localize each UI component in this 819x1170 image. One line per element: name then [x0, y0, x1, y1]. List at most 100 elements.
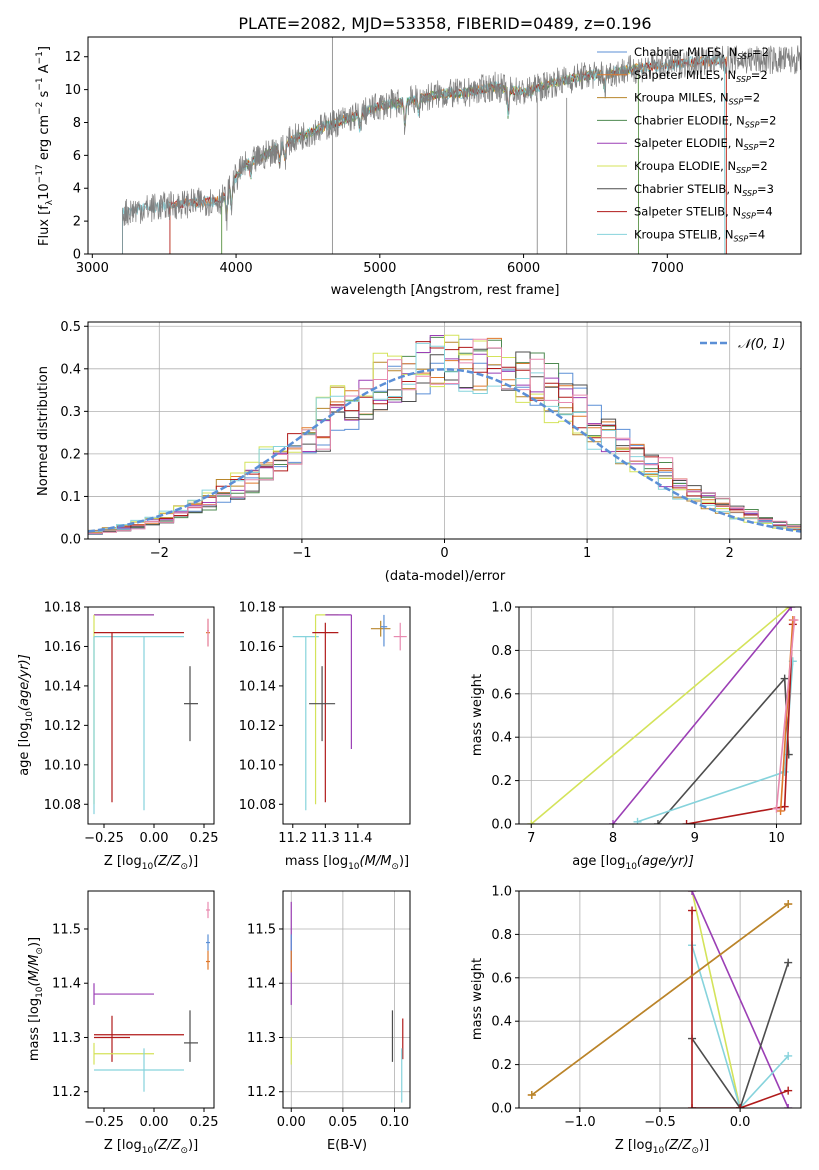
y-tick-label: 8 — [73, 116, 81, 131]
spectrum-panel: 3000 4000 5000 6000 7000 0 2 4 6 8 10 12 Chabrier … — [35, 36, 802, 298]
mass-vs-ebv-frame — [282, 890, 411, 1109]
legend-entry: Kroupa ELODIE, NSSP=2 — [634, 159, 768, 175]
x-tick-label: 11.4 — [343, 831, 372, 846]
y-tick-label: 6 — [73, 149, 81, 164]
weight-point-marker — [780, 674, 789, 683]
error-bar-point — [184, 1010, 198, 1062]
age-vs-z-ylabel: age [log10(age/yr)] — [17, 654, 35, 776]
weight-point-marker — [653, 820, 662, 824]
weight-series-line — [691, 891, 741, 1108]
error-bar-point — [393, 622, 407, 651]
y-tick-label: 0.8 — [491, 644, 512, 659]
model-spectrum-line — [169, 56, 727, 254]
x-tick-label: 6000 — [507, 261, 540, 276]
residuals-panel: −2 −1 0 1 2 0.0 0.1 0.2 0.3 0.4 0.5 𝒩(0, 1) (data… — [36, 320, 802, 584]
legend-entry: Kroupa STELIB, NSSP=4 — [634, 227, 765, 243]
weight-point-marker — [784, 1051, 793, 1060]
x-tick-label: −0.5 — [644, 1115, 676, 1130]
y-tick-label: 10.08 — [239, 798, 276, 813]
x-tick-label: 0 — [440, 546, 448, 561]
y-tick-label: 0.2 — [60, 447, 81, 462]
y-tick-label: 4 — [73, 182, 81, 197]
x-tick-label: 4000 — [220, 261, 253, 276]
x-tick-label: 3000 — [76, 261, 109, 276]
y-tick-label: 11.4 — [52, 977, 81, 992]
weight-vs-age-xlabel: age [log10(age/yr)] — [572, 854, 694, 872]
spectrum-xticks: 3000 4000 5000 6000 7000 — [76, 254, 684, 276]
y-tick-label: 0.4 — [491, 731, 512, 746]
spectrum-ylabel: Flux [fλ10−17 erg cm−2 s−1 A−1] — [35, 46, 55, 246]
weight-point-marker — [780, 802, 789, 811]
y-tick-label: 0.0 — [491, 818, 512, 833]
y-tick-label: 2 — [73, 215, 81, 230]
weight-vs-z-xlabel: Z [log10(Z/Z⊙)] — [615, 1138, 709, 1156]
x-tick-label: −0.25 — [84, 831, 124, 846]
y-tick-label: 0.8 — [491, 928, 512, 943]
y-tick-label: 10 — [64, 83, 81, 98]
y-tick-label: 0.6 — [491, 971, 512, 986]
x-tick-label: 9 — [691, 831, 699, 846]
x-tick-label: 7000 — [651, 261, 684, 276]
x-tick-label: 2 — [726, 546, 734, 561]
weight-vs-z-panel: −1.0 −0.5 0.0 0.0 0.2 0.4 0.6 0.8 1.0 Z [log10(… — [470, 885, 802, 1156]
y-tick-label: 0.2 — [491, 1058, 512, 1073]
weight-series-line — [691, 891, 789, 1108]
y-tick-label: 12 — [64, 50, 81, 65]
error-bar-point — [206, 950, 210, 970]
model-spectrum-line — [122, 55, 726, 254]
y-tick-label: 0.0 — [491, 1102, 512, 1117]
weight-series-line — [531, 903, 789, 1096]
x-tick-label: 7 — [527, 831, 535, 846]
model-spectrum-line — [122, 54, 726, 254]
y-tick-label: 11.3 — [52, 1031, 81, 1046]
x-tick-label: 0.05 — [328, 1115, 357, 1130]
mass-vs-z-frame — [87, 890, 215, 1109]
age-vs-mass-panel: 11.2 11.3 11.4 10.0810.1010.1210.1410.1610… — [239, 601, 411, 872]
weight-vs-z-yticks: 0.0 0.2 0.4 0.6 0.8 1.0 — [491, 885, 519, 1117]
weight-point-marker — [784, 900, 793, 909]
age-vs-z-frame — [87, 606, 215, 825]
x-tick-label: 1 — [583, 546, 591, 561]
x-tick-label: 0.00 — [140, 1115, 169, 1130]
y-tick-label: 0.4 — [491, 1015, 512, 1030]
age-vs-mass-xticks: 11.2 11.3 11.4 — [278, 824, 372, 846]
mass-vs-z-yticks: 11.2 11.3 11.4 11.5 — [52, 922, 88, 1100]
weight-vs-age-panel: 7 8 9 10 0.0 0.2 0.4 0.6 0.8 1.0 age [log10(age/… — [470, 601, 802, 872]
y-tick-label: 1.0 — [491, 885, 512, 900]
error-bar-point — [292, 635, 319, 811]
y-tick-label: 0.0 — [60, 533, 81, 548]
mass-vs-ebv-yticks: 11.2 11.3 11.4 11.5 — [247, 922, 283, 1100]
x-tick-label: 0.0 — [730, 1115, 751, 1130]
weight-point-marker — [780, 767, 789, 776]
error-bar-point — [206, 901, 210, 919]
weight-vs-z-marks — [527, 891, 793, 1108]
y-tick-label: 11.5 — [52, 922, 81, 937]
weight-series-line — [637, 661, 794, 823]
x-tick-label: 0.00 — [277, 1115, 306, 1130]
age-vs-z-xlabel: Z [log10(Z/Z⊙)] — [104, 854, 198, 872]
y-tick-label: 10.14 — [44, 679, 81, 694]
weight-vs-z-ylabel: mass weight — [470, 958, 485, 1040]
weight-vs-age-ylabel: mass weight — [470, 674, 485, 756]
error-bar-point — [380, 614, 388, 647]
mass-vs-ebv-marks — [290, 901, 404, 1103]
normal-curve-line — [88, 368, 801, 533]
x-tick-label: −2 — [150, 546, 169, 561]
y-tick-label: 10.16 — [44, 640, 81, 655]
legend-entry: Chabrier STELIB, NSSP=3 — [634, 182, 774, 198]
y-tick-label: 0 — [73, 248, 81, 263]
error-bar-point — [94, 1015, 130, 1062]
x-tick-label: 8 — [609, 831, 617, 846]
weight-vs-age-frame — [518, 606, 802, 825]
weight-series-line — [775, 619, 796, 809]
weight-series-line — [691, 945, 789, 1108]
mass-vs-z-marks — [93, 901, 210, 1092]
error-bar-point — [184, 666, 198, 742]
weight-series-line — [691, 962, 789, 1108]
residuals-yticks: 0.0 0.1 0.2 0.3 0.4 0.5 — [60, 320, 88, 548]
x-tick-label: 11.3 — [311, 831, 340, 846]
x-tick-label: −1.0 — [564, 1115, 596, 1130]
weight-vs-z-xticks: −1.0 −0.5 0.0 — [564, 1108, 750, 1130]
y-tick-label: 10.10 — [44, 758, 81, 773]
mass-vs-ebv-grid — [283, 891, 410, 1108]
